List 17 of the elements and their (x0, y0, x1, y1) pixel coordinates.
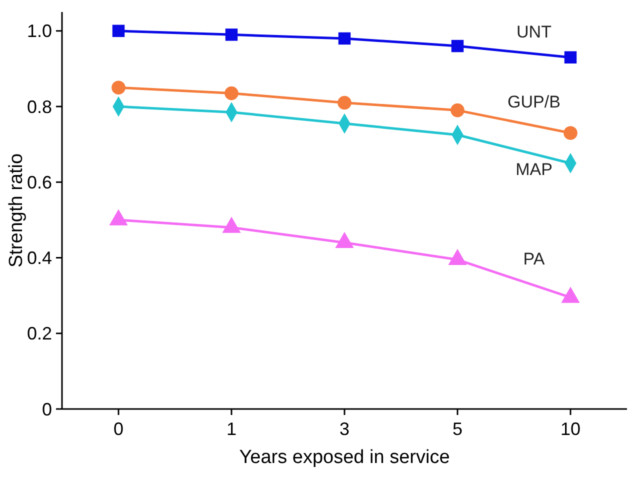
y-tick-label: 0.6 (26, 172, 52, 192)
series-label: MAP (516, 160, 552, 180)
x-tick-label: 3 (339, 419, 350, 439)
x-tick-label: 1 (226, 419, 237, 439)
series-label: GUP/B (508, 92, 560, 112)
y-tick-label: 1.0 (26, 21, 52, 42)
series-label: UNT (516, 22, 552, 42)
y-tick-label: 0.8 (26, 96, 52, 117)
x-axis-title: Years exposed in service (239, 447, 450, 468)
y-tick-label: 0.2 (26, 324, 52, 344)
x-tick-label: 5 (452, 419, 463, 439)
x-tick-label: 0 (113, 419, 124, 439)
series-label: PA (523, 250, 546, 269)
x-tick-label: 10 (560, 419, 581, 439)
y-axis-title: Strength ratio (6, 153, 27, 268)
y-tick-label: 0.4 (26, 248, 52, 268)
y-tick-label: 0 (42, 399, 52, 420)
